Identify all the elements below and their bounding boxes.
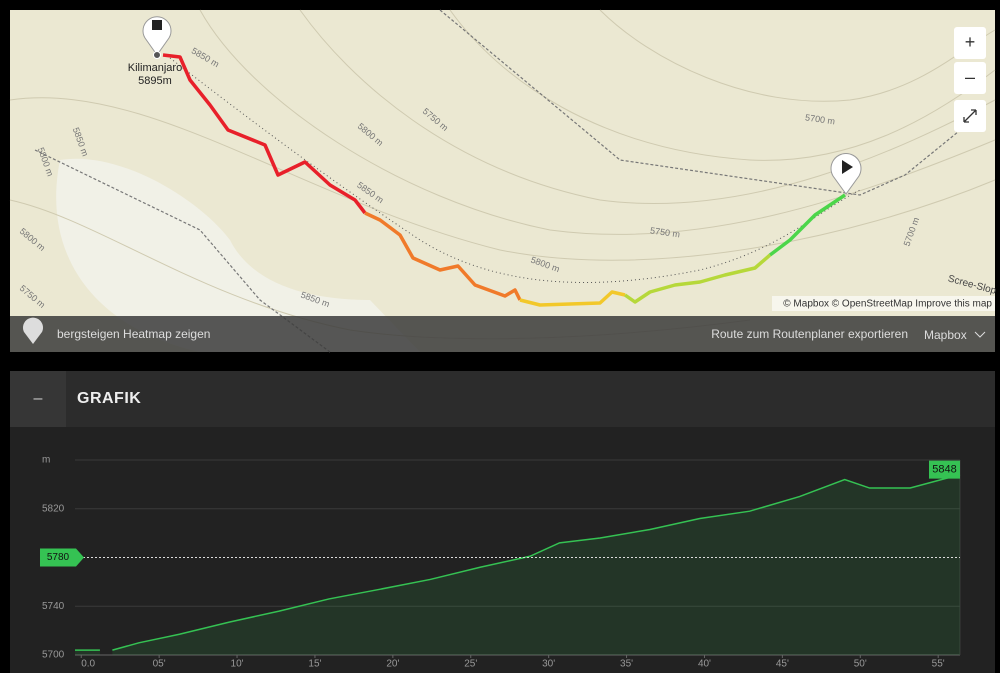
summit-elevation: 5895m <box>138 75 172 87</box>
end-value-badge <box>929 460 960 479</box>
export-link[interactable]: Route zum Routenplaner exportieren <box>711 327 908 341</box>
section-toggle-button[interactable] <box>10 371 66 427</box>
graph-panel: – GRAFIK 5700 5740 5820 m 0.0 05' 10' 15' 20' 25'… <box>10 371 995 673</box>
trail <box>169 57 861 283</box>
attribution-bg <box>772 296 995 311</box>
attribution[interactable]: © Mapbox © OpenStreetMap Improve this ma… <box>783 299 992 310</box>
elevation-line <box>112 473 961 651</box>
x-tick-label: 50' <box>854 659 867 670</box>
summit-name: Kilimanjaro <box>128 62 182 74</box>
x-tick-label: 45' <box>776 659 789 670</box>
contour-label: 5700 m <box>805 112 836 126</box>
y-tick-label: 5820 <box>42 503 65 514</box>
boundary <box>34 149 331 353</box>
y-tick-label: 5700 <box>42 650 65 661</box>
end-value-label: 5848 <box>932 464 956 476</box>
y-tick-label: 5740 <box>42 601 65 612</box>
zoom-in-button[interactable] <box>954 27 986 59</box>
x-tick-label: 25' <box>464 659 477 670</box>
section-title: GRAFIK <box>77 390 141 407</box>
x-tick-label: 20' <box>386 659 399 670</box>
fullscreen-icon <box>963 109 977 123</box>
boundary <box>439 9 986 196</box>
heatmap-toggle[interactable]: bergsteigen Heatmap zeigen <box>57 327 210 341</box>
start-pin[interactable] <box>142 16 172 59</box>
x-tick-label: 35' <box>620 659 633 670</box>
area <box>75 650 100 655</box>
map: Kilimanjaro 5895m 5850 m 5800 m 5750 m 5… <box>9 9 998 353</box>
end-pin[interactable] <box>830 153 862 195</box>
zoom-in[interactable]: + <box>965 32 976 52</box>
glacier <box>56 158 420 352</box>
zoom-out-button[interactable] <box>954 62 986 94</box>
x-tick-label: 55' <box>932 659 945 670</box>
map-footer <box>10 316 995 352</box>
reference-badge <box>40 548 84 567</box>
reference-label: 5780 <box>47 552 70 563</box>
x-tick-label: 10' <box>231 659 244 670</box>
chart-background <box>10 427 995 673</box>
heatmap-icon[interactable] <box>23 317 43 344</box>
x-tick-label: 40' <box>698 659 711 670</box>
x-tick-label: 15' <box>308 659 321 670</box>
style-arrow[interactable] <box>974 331 986 338</box>
map-style[interactable]: Mapbox <box>924 328 967 342</box>
x-tick-label: 05' <box>153 659 166 670</box>
y-tick-label: m <box>42 455 50 466</box>
zoom-controls: + – <box>954 27 986 132</box>
section-toggle[interactable]: – <box>34 390 43 407</box>
x-tick-label: 0.0 <box>81 659 95 670</box>
zoom-out[interactable]: – <box>965 67 975 87</box>
area <box>112 474 961 655</box>
contour-label: 5750 m <box>650 225 681 239</box>
route <box>162 53 846 307</box>
section-header <box>10 371 995 427</box>
x-tick-label: 30' <box>542 659 555 670</box>
plot: 5700 5740 5820 m 0.0 05' 10' 15' 20' 25' 30' 35' 40'… <box>40 455 961 670</box>
